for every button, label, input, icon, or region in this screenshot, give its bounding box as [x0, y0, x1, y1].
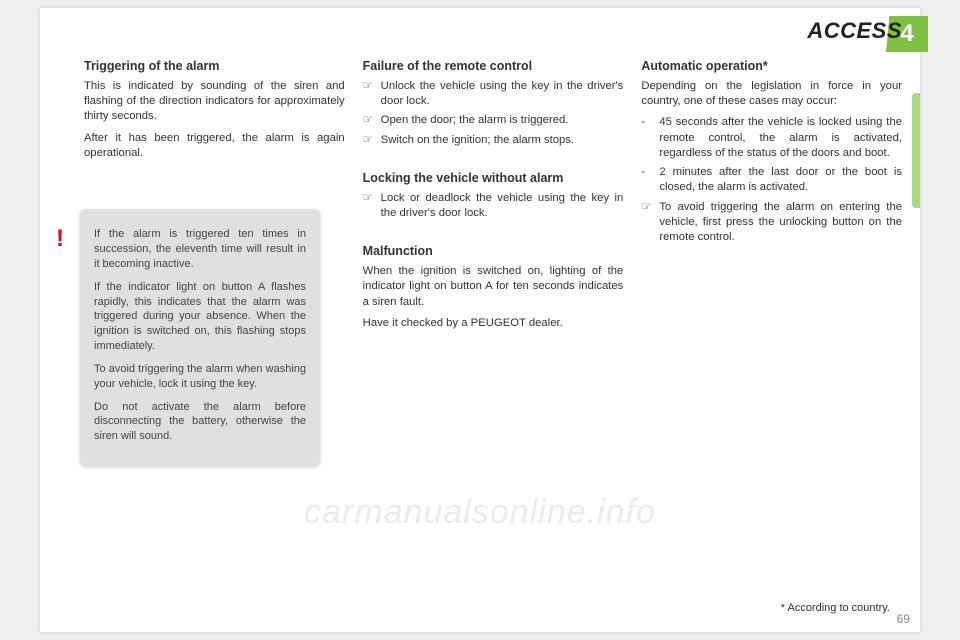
page-title: ACCESS	[807, 18, 902, 43]
warning-text: If the indicator light on button A flash…	[94, 280, 306, 354]
warning-text: Do not activate the alarm before disconn…	[94, 400, 306, 445]
list-item: ☞To avoid triggering the alarm on enteri…	[641, 200, 902, 246]
text: Unlock the vehicle using the key in the …	[381, 79, 624, 110]
text: Switch on the ignition; the alarm stops.	[381, 133, 624, 148]
hand-icon: ☞	[363, 113, 381, 128]
text: Lock or deadlock the vehicle using the k…	[381, 191, 624, 222]
page-number: 69	[897, 612, 910, 626]
dash-icon: -	[641, 115, 659, 161]
content-columns: Triggering of the alarm This is indicate…	[40, 54, 920, 466]
hand-icon: ☞	[363, 79, 381, 110]
warning-icon: !	[56, 223, 64, 255]
heading-failure: Failure of the remote control	[363, 58, 624, 75]
section-locking: Locking the vehicle without alarm ☞Lock …	[363, 170, 624, 221]
section-triggering: Triggering of the alarm This is indicate…	[84, 58, 345, 161]
heading-triggering: Triggering of the alarm	[84, 58, 345, 75]
column-3: Automatic operation* Depending on the le…	[641, 58, 902, 466]
column-1: Triggering of the alarm This is indicate…	[84, 58, 345, 466]
text: Have it checked by a PEUGEOT dealer.	[363, 316, 624, 331]
section-failure: Failure of the remote control ☞Unlock th…	[363, 58, 624, 148]
hand-icon: ☞	[641, 200, 659, 246]
heading-automatic: Automatic operation*	[641, 58, 902, 75]
text: 45 seconds after the vehicle is locked u…	[659, 115, 902, 161]
heading-locking: Locking the vehicle without alarm	[363, 170, 624, 187]
warning-box: ! If the alarm is triggered ten times in…	[80, 209, 320, 466]
text: After it has been triggered, the alarm i…	[84, 131, 345, 162]
heading-malfunction: Malfunction	[363, 243, 624, 260]
list-item: ☞Unlock the vehicle using the key in the…	[363, 79, 624, 110]
page-header: ACCESS	[40, 8, 920, 54]
column-2: Failure of the remote control ☞Unlock th…	[363, 58, 624, 466]
list-item: -2 minutes after the last door or the bo…	[641, 165, 902, 196]
warning-text: To avoid triggering the alarm when washi…	[94, 362, 306, 392]
manual-page: 4 ACCESS Triggering of the alarm This is…	[40, 8, 920, 632]
footnote: * According to country.	[781, 602, 890, 614]
list-item: -45 seconds after the vehicle is locked …	[641, 115, 902, 161]
text: When the ignition is switched on, lighti…	[363, 264, 624, 310]
text: 2 minutes after the last door or the boo…	[659, 165, 902, 196]
warning-text: If the alarm is triggered ten times in s…	[94, 227, 306, 272]
side-index-tab	[912, 93, 920, 208]
text: Depending on the legislation in force in…	[641, 79, 902, 110]
list-item: ☞Switch on the ignition; the alarm stops…	[363, 133, 624, 148]
section-automatic: Automatic operation* Depending on the le…	[641, 58, 902, 245]
text: Open the door; the alarm is triggered.	[381, 113, 624, 128]
dash-icon: -	[641, 165, 659, 196]
list-item: ☞Lock or deadlock the vehicle using the …	[363, 191, 624, 222]
watermark: carmanualsonline.info	[304, 493, 656, 532]
text: To avoid triggering the alarm on enterin…	[659, 200, 902, 246]
section-malfunction: Malfunction When the ignition is switche…	[363, 243, 624, 331]
hand-icon: ☞	[363, 191, 381, 222]
text: This is indicated by sounding of the sir…	[84, 79, 345, 125]
hand-icon: ☞	[363, 133, 381, 148]
list-item: ☞Open the door; the alarm is triggered.	[363, 113, 624, 128]
